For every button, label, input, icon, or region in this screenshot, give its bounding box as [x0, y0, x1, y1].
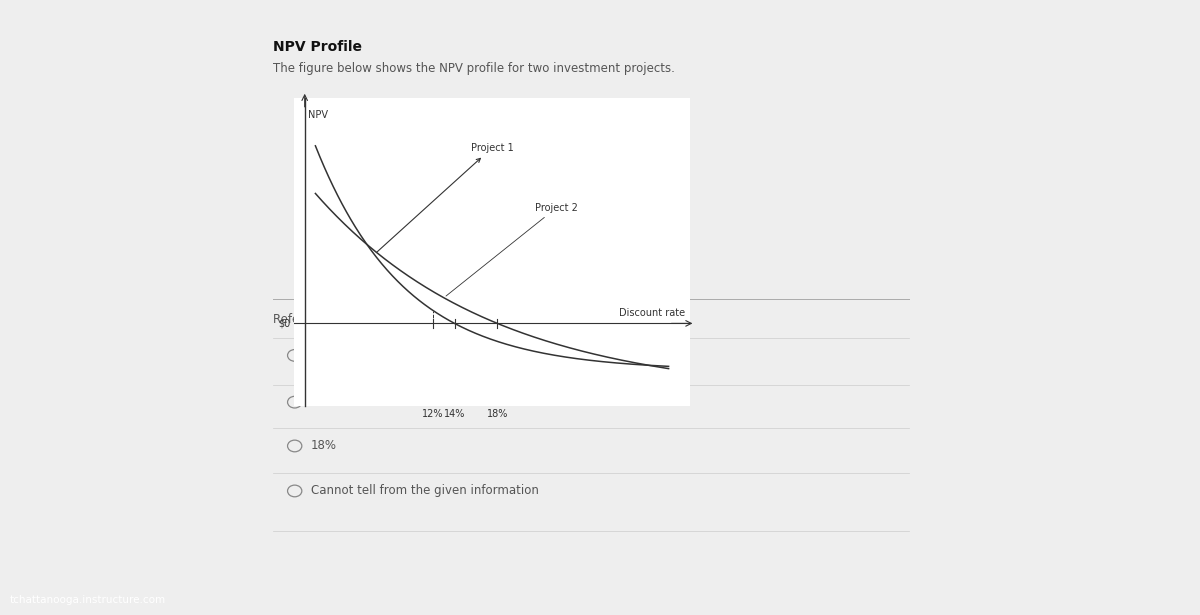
Text: Project 1: Project 1	[377, 143, 514, 253]
Text: Refer to NPV Profile. What’s the IRR for project 1?: Refer to NPV Profile. What’s the IRR for…	[274, 314, 565, 327]
Text: NPV: NPV	[308, 109, 328, 120]
Text: 14%: 14%	[311, 395, 337, 408]
Text: Project 2: Project 2	[446, 203, 577, 296]
Text: Cannot tell from the given information: Cannot tell from the given information	[311, 485, 539, 498]
Text: $0: $0	[278, 319, 290, 328]
Text: 18%: 18%	[311, 440, 337, 453]
Text: The figure below shows the NPV profile for two investment projects.: The figure below shows the NPV profile f…	[274, 62, 676, 75]
Text: tchattanooga.instructure.com: tchattanooga.instructure.com	[10, 595, 166, 605]
Text: Discount rate: Discount rate	[618, 308, 685, 318]
Text: 12%: 12%	[311, 349, 337, 362]
Text: NPV Profile: NPV Profile	[274, 40, 362, 54]
